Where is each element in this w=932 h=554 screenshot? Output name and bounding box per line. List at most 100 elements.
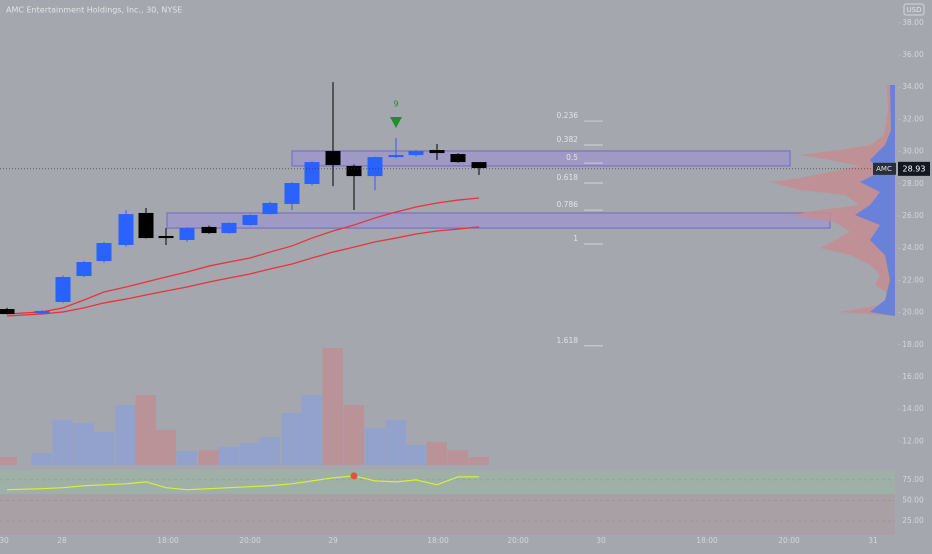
x-tick-label: 30 [0,536,9,545]
candle-body [118,214,134,245]
zone [291,150,791,167]
candle-body [346,165,362,177]
candle-body [242,215,258,226]
fib-label: 0.786 [557,200,579,209]
volume-bar [93,432,114,465]
volume-bar [301,395,322,465]
y-tick-label: 32.00 [902,114,924,123]
y-tick-label: 28.00 [902,179,924,188]
x-tick-label: 30 [596,536,606,545]
candle-body [471,162,487,169]
x-tick-label: 20:00 [507,536,529,545]
volume-bar [31,453,52,465]
candle-body [450,154,466,163]
x-tick-label: 18:00 [696,536,718,545]
volume-bar [239,443,260,465]
volume-bar [0,457,17,465]
volume-bar [218,447,239,465]
y-tick-label: 26.00 [902,211,924,220]
candle-body [304,162,320,184]
volume-bar [426,442,447,465]
candle-body [55,277,71,302]
x-tick-label: 29 [328,536,338,545]
y-tick-label: 24.00 [902,243,924,252]
y-tick-label: 16.00 [902,372,924,381]
candle-body [138,212,154,239]
x-tick-label: 20:00 [239,536,261,545]
y-tick-label: 36.00 [902,50,924,59]
candle-body [408,150,424,156]
price-pane [0,82,831,465]
volume-bar [364,428,385,465]
candle-body [158,235,174,239]
rsi-line [6,475,479,491]
fib-label: 0.236 [557,111,579,120]
candle-body [284,183,300,204]
currency: USD [907,6,922,14]
x-tick-label: 28 [57,536,67,545]
signal-arrow [390,117,402,128]
rsi-tick-label: 25.00 [902,516,924,525]
rsi-tick-label: 75.00 [902,475,924,484]
candle-body [76,262,92,277]
x-tick-label: 18:00 [427,536,449,545]
volume-bar [52,420,73,465]
y-tick-label: 22.00 [902,275,924,284]
fib-label: 0.382 [557,135,579,144]
x-tick-label: 18:00 [157,536,179,545]
fib-label: 1.618 [557,336,579,345]
candle-body [221,222,237,234]
fib-label: 1 [573,234,578,243]
moving-average [6,226,480,317]
candle-body [388,155,404,158]
chart-title: AMC Entertainment Holdings, Inc., 30, NY… [6,6,182,15]
last-price-value: 28.93 [903,164,926,173]
volume-bar [281,413,302,465]
last-price-name: AMC [876,165,892,173]
volume-bar [343,405,364,465]
volume-bar [135,395,156,465]
last-price-tag [873,162,896,175]
zone [166,212,831,229]
y-tick-label: 14.00 [902,404,924,413]
x-tick-label: 20:00 [778,536,800,545]
volume-bar [176,451,197,465]
volume-bar [322,348,343,465]
candle-body [262,202,278,215]
candle-body [96,243,112,262]
volume-bar [73,423,94,465]
y-tick-label: 20.00 [902,308,924,317]
y-tick-label: 18.00 [902,340,924,349]
signal-label: 9 [393,100,398,109]
volume-bar [198,450,219,465]
volume-bar [155,430,176,465]
volume-profile [770,85,895,316]
volume-bar [405,445,426,465]
candle-body [367,157,383,177]
volume-bar [385,420,406,465]
x-tick-label: 31 [868,536,878,545]
y-tick-label: 30.00 [902,147,924,156]
volume-bar [447,450,468,465]
candle-body [201,226,217,234]
rsi-overbought-band [0,470,895,494]
fib-label: 0.618 [557,173,579,182]
rsi-peak [350,472,358,480]
volume-bar [468,457,489,465]
y-tick-label: 12.00 [902,436,924,445]
moving-average [6,197,480,315]
fib-label: 0.5 [566,153,578,162]
rsi-tick-label: 50.00 [902,495,924,504]
y-tick-label: 34.00 [902,82,924,91]
candle-body [0,309,15,315]
currency-box [903,3,925,16]
rsi-oversold-band [0,494,895,535]
volume-bar [259,437,280,465]
last-price-box [898,161,930,176]
y-tick-label: 38.00 [902,18,924,27]
volume-bar [115,405,136,465]
candle-body [179,228,195,240]
candle-body [429,150,445,154]
